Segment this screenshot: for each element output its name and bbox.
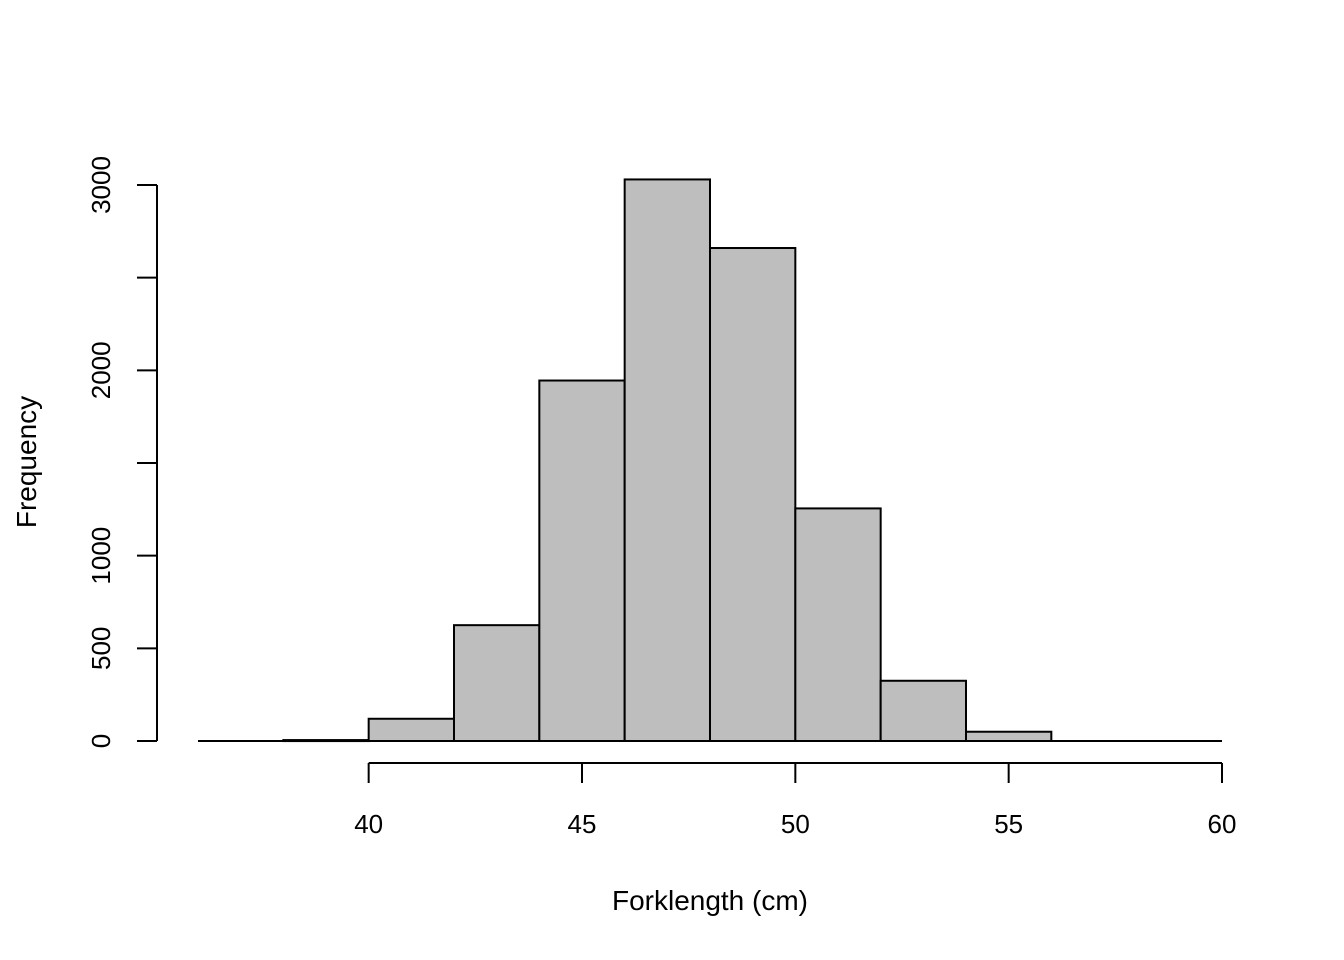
histogram-bar [538,379,626,742]
histogram-bar [879,679,968,742]
histogram-bar [623,178,712,742]
histogram-bar [453,624,541,743]
histogram-bar [794,507,882,743]
y-tick-label: 0 [86,734,116,748]
x-tick-label: 50 [781,809,810,839]
y-tick-label: 2000 [86,341,116,399]
histogram-bar [965,730,1053,743]
x-tick-label: 40 [354,809,383,839]
y-tick-label: 1000 [86,527,116,585]
y-tick-label: 500 [86,627,116,670]
y-tick-label: 3000 [86,156,116,214]
histogram-bar [709,247,797,742]
x-axis: 40 45 50 55 60 [354,762,1237,839]
y-axis: 0 500 1000 2000 3000 [86,156,158,748]
x-axis-title: Forklength (cm) [612,885,808,916]
histogram-bar [367,717,455,743]
x-tick-label: 55 [994,809,1023,839]
x-tick-label: 60 [1208,809,1237,839]
histogram-bars [282,178,1053,743]
y-axis-title: Frequency [11,396,42,528]
x-tick-label: 45 [568,809,597,839]
